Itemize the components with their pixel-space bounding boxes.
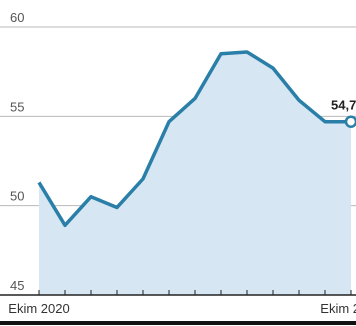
last-value-label: 54,7 <box>331 98 356 113</box>
x-axis: Ekim 2020 Ekim 2021 <box>0 290 356 325</box>
y-tick-label: 45 <box>10 278 24 293</box>
y-tick-label: 50 <box>10 189 24 204</box>
x-tick-label: Ekim 2021 <box>320 301 356 316</box>
x-tick-label: Ekim 2020 <box>8 301 69 316</box>
series-area <box>39 52 351 295</box>
y-tick-label: 55 <box>10 99 24 114</box>
series-line <box>37 50 351 228</box>
y-axis-ticks: 45 50 55 60 <box>10 10 24 293</box>
last-point-marker <box>344 115 356 128</box>
y-tick-label: 60 <box>10 10 24 25</box>
